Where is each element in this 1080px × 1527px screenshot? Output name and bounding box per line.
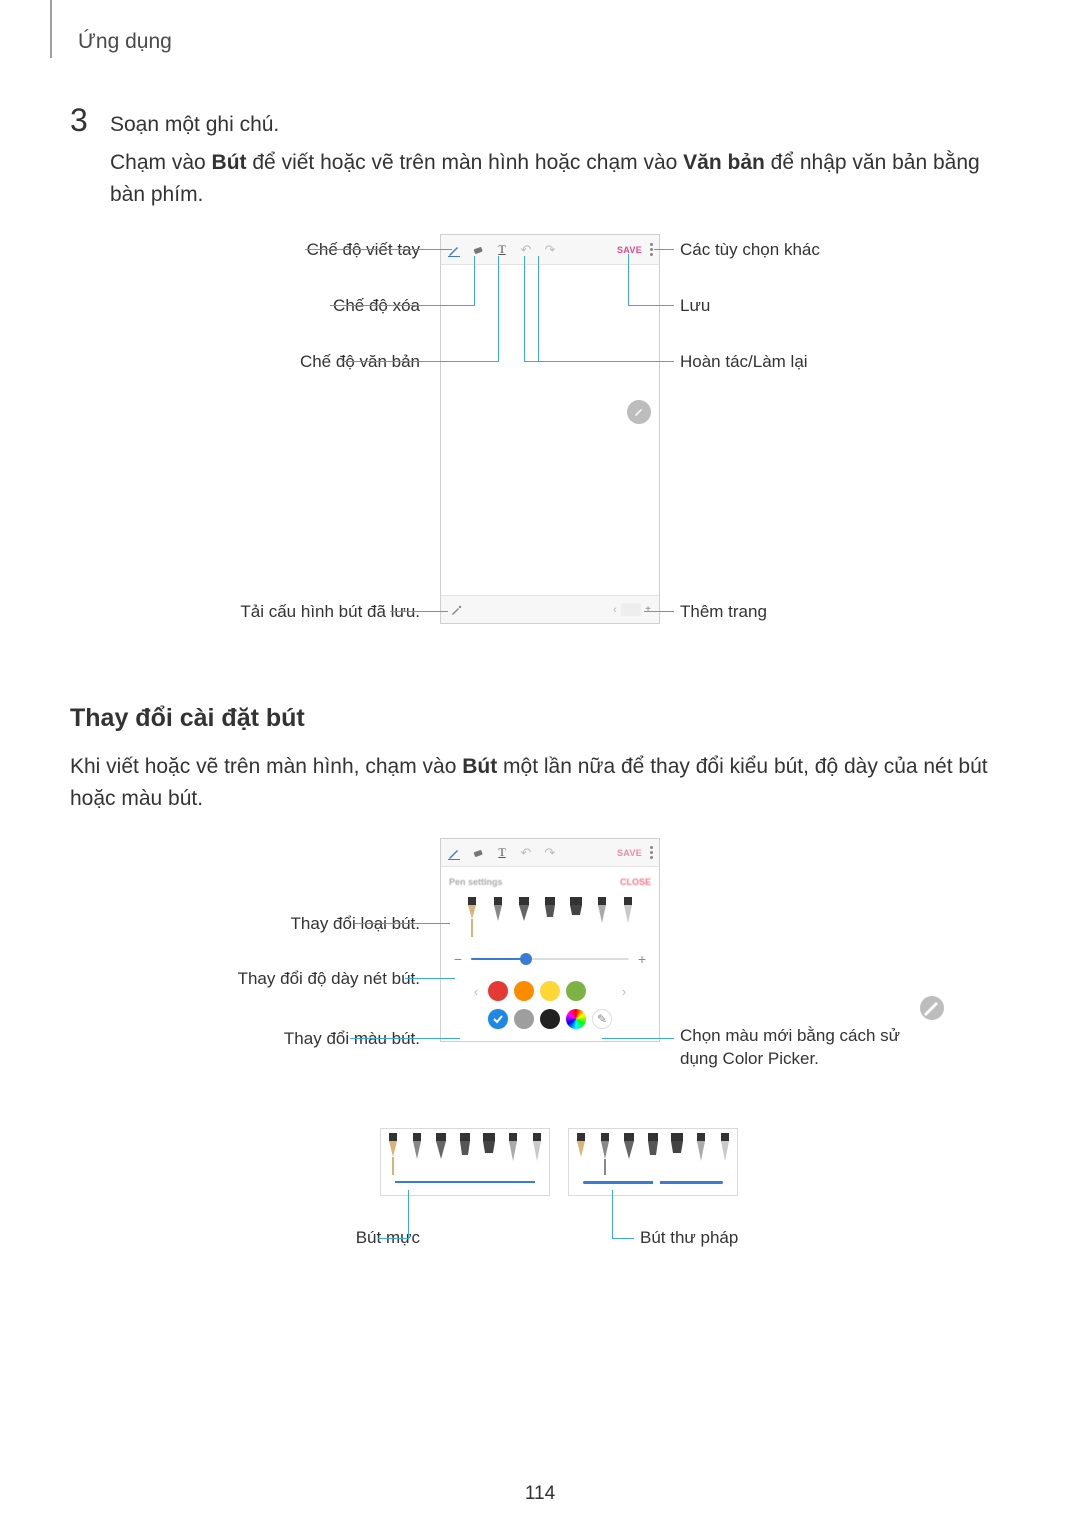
color-row-2: ✎ <box>447 1003 653 1031</box>
pen-type-option[interactable] <box>538 897 562 937</box>
callout-color: Thay đổi màu bút. <box>150 1029 420 1049</box>
step-row: 3 Soạn một ghi chú. <box>70 102 1010 139</box>
eraser-icon[interactable] <box>471 846 485 860</box>
pager-indicator <box>621 603 641 616</box>
color-picker-icon[interactable] <box>566 1009 586 1029</box>
text-fragment: Khi viết hoặc vẽ trên màn hình, chạm vào <box>70 755 462 778</box>
ink-pen-sample <box>380 1128 550 1196</box>
note-bottombar: ‹ + <box>441 595 659 623</box>
thickness-row: − + <box>447 943 653 975</box>
diagram-note-screen: T ↶ ↷ SAVE ‹ + <box>150 234 930 664</box>
undo-icon[interactable]: ↶ <box>519 846 533 860</box>
color-swatch[interactable] <box>540 1009 560 1029</box>
eyedropper-icon[interactable]: ✎ <box>592 1009 612 1029</box>
panel-toolbar: T ↶ ↷ SAVE <box>441 839 659 867</box>
text-mode-icon[interactable]: T <box>495 846 509 860</box>
step-body: Chạm vào Bút để viết hoặc vẽ trên màn hì… <box>110 147 1010 210</box>
more-icon[interactable] <box>650 846 653 859</box>
color-next-icon[interactable]: › <box>618 984 630 999</box>
text-mode-icon[interactable]: T <box>495 243 509 257</box>
diagram-pen-settings: T ↶ ↷ SAVE Pen settings CLOSE <box>150 838 930 1118</box>
callout-save: Lưu <box>680 296 710 316</box>
note-toolbar: T ↶ ↷ SAVE <box>441 235 659 265</box>
pager-prev-icon[interactable]: ‹ <box>613 604 617 616</box>
pen-settings-label: Pen settings <box>449 877 503 887</box>
color-swatch[interactable] <box>488 981 508 1001</box>
section-heading: Thay đổi cài đặt bút <box>70 704 1010 733</box>
color-swatch-selected[interactable] <box>488 1009 508 1029</box>
pen-type-option[interactable] <box>616 897 640 937</box>
callout-eraser: Chế độ xóa <box>150 296 420 316</box>
callout-handwriting: Chế độ viết tay <box>150 240 420 260</box>
text-fragment: để viết hoặc vẽ trên màn hình hoặc chạm … <box>247 151 684 174</box>
color-row-1: ‹ › <box>447 975 653 1003</box>
callout-picker: Chọn màu mới bằng cách sử dụng Color Pic… <box>680 1025 930 1071</box>
thickness-minus[interactable]: − <box>451 951 465 967</box>
color-swatch[interactable] <box>566 981 586 1001</box>
fab-edit-icon[interactable] <box>627 400 651 424</box>
pen-icon[interactable] <box>447 243 461 257</box>
undo-icon[interactable]: ↶ <box>519 243 533 257</box>
redo-icon[interactable]: ↷ <box>543 846 557 860</box>
save-button[interactable]: SAVE <box>617 245 642 255</box>
pager: ‹ + <box>613 603 651 616</box>
thickness-slider[interactable] <box>471 958 629 960</box>
color-swatch[interactable] <box>514 1009 534 1029</box>
color-swatch[interactable] <box>540 981 560 1001</box>
pen-type-row <box>447 895 653 943</box>
save-button[interactable]: SAVE <box>617 848 642 858</box>
callout-thickness: Thay đổi độ dày nét bút. <box>150 969 420 989</box>
callout-ink: Bút mực <box>150 1228 420 1248</box>
callout-calli: Bút thư pháp <box>640 1228 738 1248</box>
callout-loadpen: Tải cấu hình bút đã lưu. <box>150 602 420 622</box>
callout-undoredo: Hoàn tác/Làm lại <box>680 352 808 372</box>
text-fragment: Chạm vào <box>110 151 212 174</box>
callout-pentype: Thay đổi loại bút. <box>150 914 420 934</box>
pen-icon[interactable] <box>447 846 461 860</box>
more-icon[interactable] <box>650 243 653 256</box>
thickness-plus[interactable]: + <box>635 951 649 967</box>
step-number: 3 <box>70 102 94 139</box>
section-body: Khi viết hoặc vẽ trên màn hình, chạm vào… <box>70 751 1010 814</box>
pen-settings-header: Pen settings CLOSE <box>447 873 653 895</box>
pen-type-option[interactable] <box>512 897 536 937</box>
diagram-pen-strokes: Bút mực Bút thư pháp <box>150 1128 930 1278</box>
page-number: 114 <box>525 1483 555 1505</box>
redo-icon[interactable]: ↷ <box>543 243 557 257</box>
calligraphy-pen-sample <box>568 1128 738 1196</box>
callout-more: Các tùy chọn khác <box>680 240 820 260</box>
header-divider <box>50 0 52 58</box>
pen-type-option[interactable] <box>486 897 510 937</box>
note-app-screen: T ↶ ↷ SAVE ‹ + <box>440 234 660 624</box>
color-swatch[interactable] <box>514 981 534 1001</box>
callout-addpage: Thêm trang <box>680 602 767 622</box>
pen-type-option[interactable] <box>460 897 484 937</box>
fab-edit-icon[interactable] <box>920 996 944 1020</box>
text-bold: Văn bản <box>683 151 765 174</box>
color-prev-icon[interactable]: ‹ <box>470 984 482 999</box>
step-title: Soạn một ghi chú. <box>110 113 279 137</box>
close-button[interactable]: CLOSE <box>620 877 651 887</box>
text-bold: Bút <box>212 151 247 174</box>
load-pen-icon[interactable] <box>449 603 463 617</box>
breadcrumb: Ứng dụng <box>78 30 1010 54</box>
pager-add-icon[interactable]: + <box>645 604 651 615</box>
pen-type-option[interactable] <box>590 897 614 937</box>
eraser-icon[interactable] <box>471 243 485 257</box>
pen-settings-panel: T ↶ ↷ SAVE Pen settings CLOSE <box>440 838 660 1042</box>
text-bold: Bút <box>462 755 497 778</box>
callout-textmode: Chế độ văn bản <box>150 352 420 372</box>
pen-type-option[interactable] <box>564 897 588 937</box>
